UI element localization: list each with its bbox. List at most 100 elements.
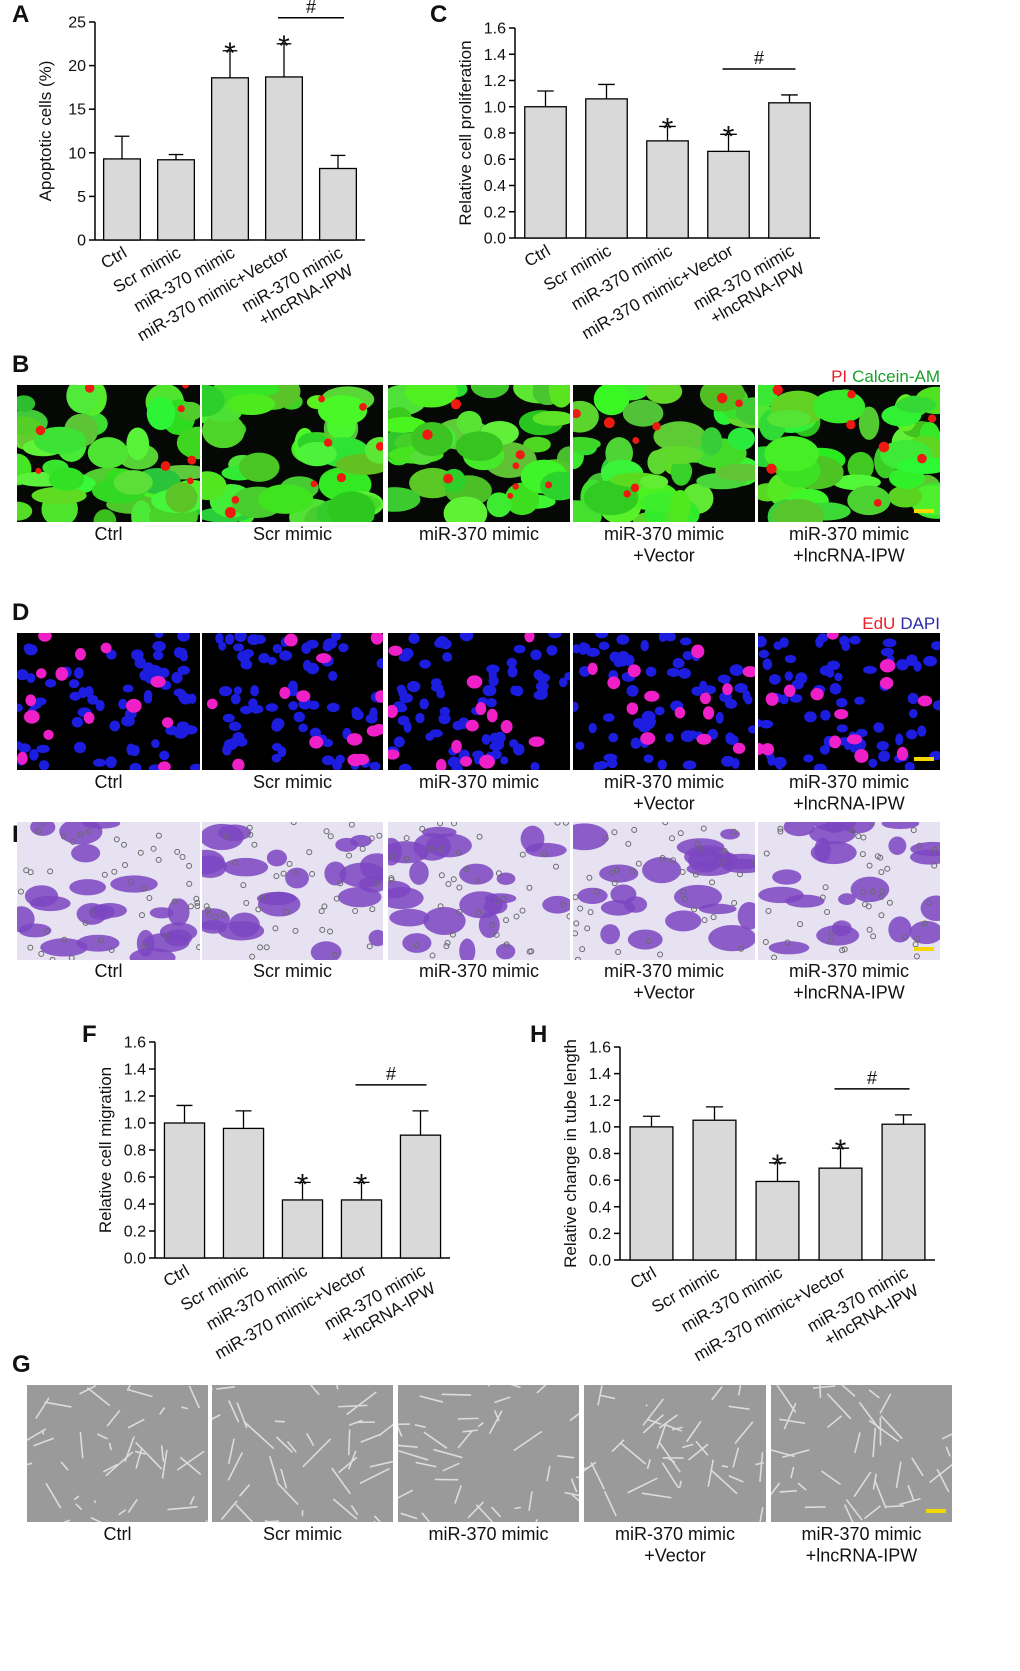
nucleus (229, 737, 239, 749)
pore (475, 909, 482, 916)
pore (584, 925, 591, 932)
x-tick-label: Ctrl (160, 1261, 192, 1291)
cell (888, 485, 923, 508)
tube (350, 1504, 359, 1516)
pore (611, 880, 618, 887)
pore (494, 897, 501, 904)
pore (777, 828, 784, 835)
cell (669, 490, 691, 522)
pore (403, 855, 410, 862)
bar (755, 1180, 800, 1261)
tube (868, 1419, 900, 1443)
tube (135, 1441, 163, 1470)
edu-nucleus (587, 662, 598, 675)
cell (645, 385, 683, 404)
caption: miR-370 mimic (428, 1524, 548, 1544)
tube (945, 1446, 951, 1457)
nucleus (105, 756, 117, 769)
tube (584, 1461, 597, 1472)
tube (895, 1461, 902, 1489)
nucleus (224, 633, 235, 645)
tube (331, 1467, 351, 1495)
pore (40, 822, 47, 827)
tube (441, 1393, 472, 1396)
tube (220, 1500, 238, 1521)
nucleus (130, 744, 140, 757)
pore (519, 851, 526, 858)
background (398, 1385, 579, 1522)
pore (403, 835, 410, 842)
panel-letter: D (12, 599, 29, 626)
tube (280, 1468, 288, 1489)
x-tick-label: miR-370 mimic+lncRNA-IPW (238, 243, 356, 334)
tube (79, 1431, 84, 1459)
nucleus (640, 639, 649, 652)
nucleus (24, 644, 38, 656)
panel-letter: B (12, 351, 29, 378)
pore (323, 828, 330, 835)
pore (736, 871, 743, 878)
tube (421, 1512, 431, 1522)
stained-cell (256, 891, 297, 906)
micrograph (202, 633, 383, 770)
cell (48, 467, 85, 491)
pore (437, 822, 444, 827)
nucleus (490, 750, 502, 760)
pore (631, 826, 638, 833)
pore (155, 832, 162, 839)
tube (33, 1437, 55, 1447)
stained-cell (737, 901, 755, 930)
nucleus (734, 683, 748, 693)
cell (297, 441, 337, 467)
caption: Scr mimic (253, 524, 332, 544)
pore (61, 936, 68, 943)
dead-cell (375, 441, 383, 451)
tube (688, 1443, 709, 1461)
dead-cell (766, 463, 777, 474)
edu-nucleus (38, 633, 52, 642)
micrograph (388, 633, 570, 770)
stained-cell (388, 880, 411, 899)
cell (766, 410, 812, 428)
tube (126, 1388, 153, 1398)
nucleus (152, 650, 164, 661)
tube (546, 1465, 551, 1482)
stained-cell (218, 921, 265, 941)
caption: Ctrl (104, 1524, 132, 1544)
stained-cell (810, 841, 857, 865)
micrograph (573, 633, 755, 770)
nucleus (725, 732, 736, 744)
tube (686, 1420, 702, 1443)
nucleus (393, 736, 405, 748)
edu-nucleus (353, 753, 370, 766)
tube (228, 1400, 240, 1423)
nucleus (882, 638, 897, 648)
cell (93, 509, 117, 522)
tube (179, 1456, 202, 1476)
pore (730, 828, 737, 835)
scale-bar (914, 757, 934, 761)
y-tick-label: 25 (68, 15, 86, 32)
pore (912, 941, 919, 948)
pore (249, 953, 256, 960)
nucleus (729, 664, 744, 677)
stained-cell (888, 836, 907, 856)
nucleus (154, 633, 164, 638)
nucleus (143, 689, 153, 702)
pore (751, 859, 755, 866)
dead-cell (359, 403, 367, 411)
tube (457, 1417, 479, 1420)
nucleus (854, 696, 865, 705)
dead-cell (573, 408, 581, 419)
cell (202, 413, 245, 449)
tube (62, 1519, 71, 1522)
nucleus (679, 637, 692, 646)
cell (176, 426, 200, 460)
stained-cell (909, 920, 940, 945)
tube (646, 1459, 651, 1470)
pore (309, 871, 316, 878)
pore (692, 871, 699, 878)
nucleus (486, 697, 497, 708)
pore (931, 862, 938, 869)
edu-nucleus (370, 633, 383, 645)
